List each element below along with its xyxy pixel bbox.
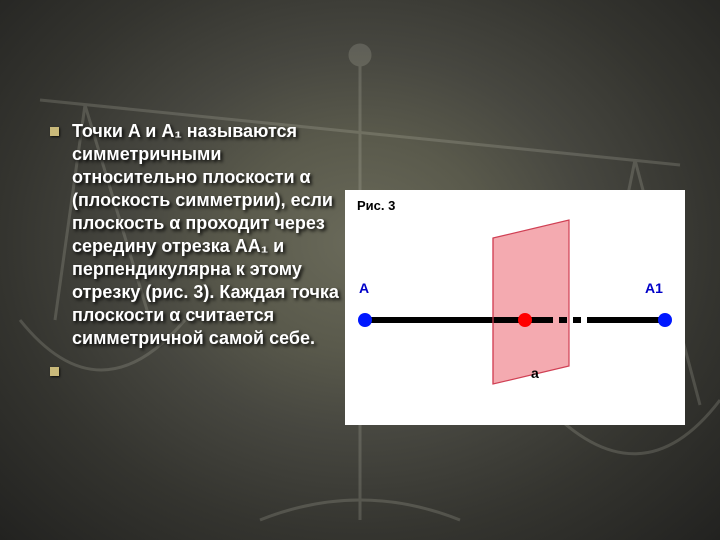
label-A: A <box>359 280 369 296</box>
label-A1: A1 <box>645 280 663 296</box>
label-plane: a <box>531 365 539 381</box>
bullet-1: Точки A и A₁ называются симметричными от… <box>50 120 345 350</box>
point-A <box>358 313 372 327</box>
body-text-list: Точки A и A₁ называются симметричными от… <box>50 120 345 360</box>
plane-shape <box>493 220 569 384</box>
bullet-1-text: Точки A и A₁ называются симметричными от… <box>72 121 339 348</box>
figure-svg <box>345 190 685 425</box>
point-center <box>518 313 532 327</box>
point-A1 <box>658 313 672 327</box>
figure-caption: Рис. 3 <box>357 198 395 213</box>
slide-content: Точки A и A₁ называются симметричными от… <box>0 0 720 540</box>
figure-panel: Рис. 3 A A1 a <box>345 190 685 425</box>
slide: Точки A и A₁ называются симметричными от… <box>0 0 720 540</box>
